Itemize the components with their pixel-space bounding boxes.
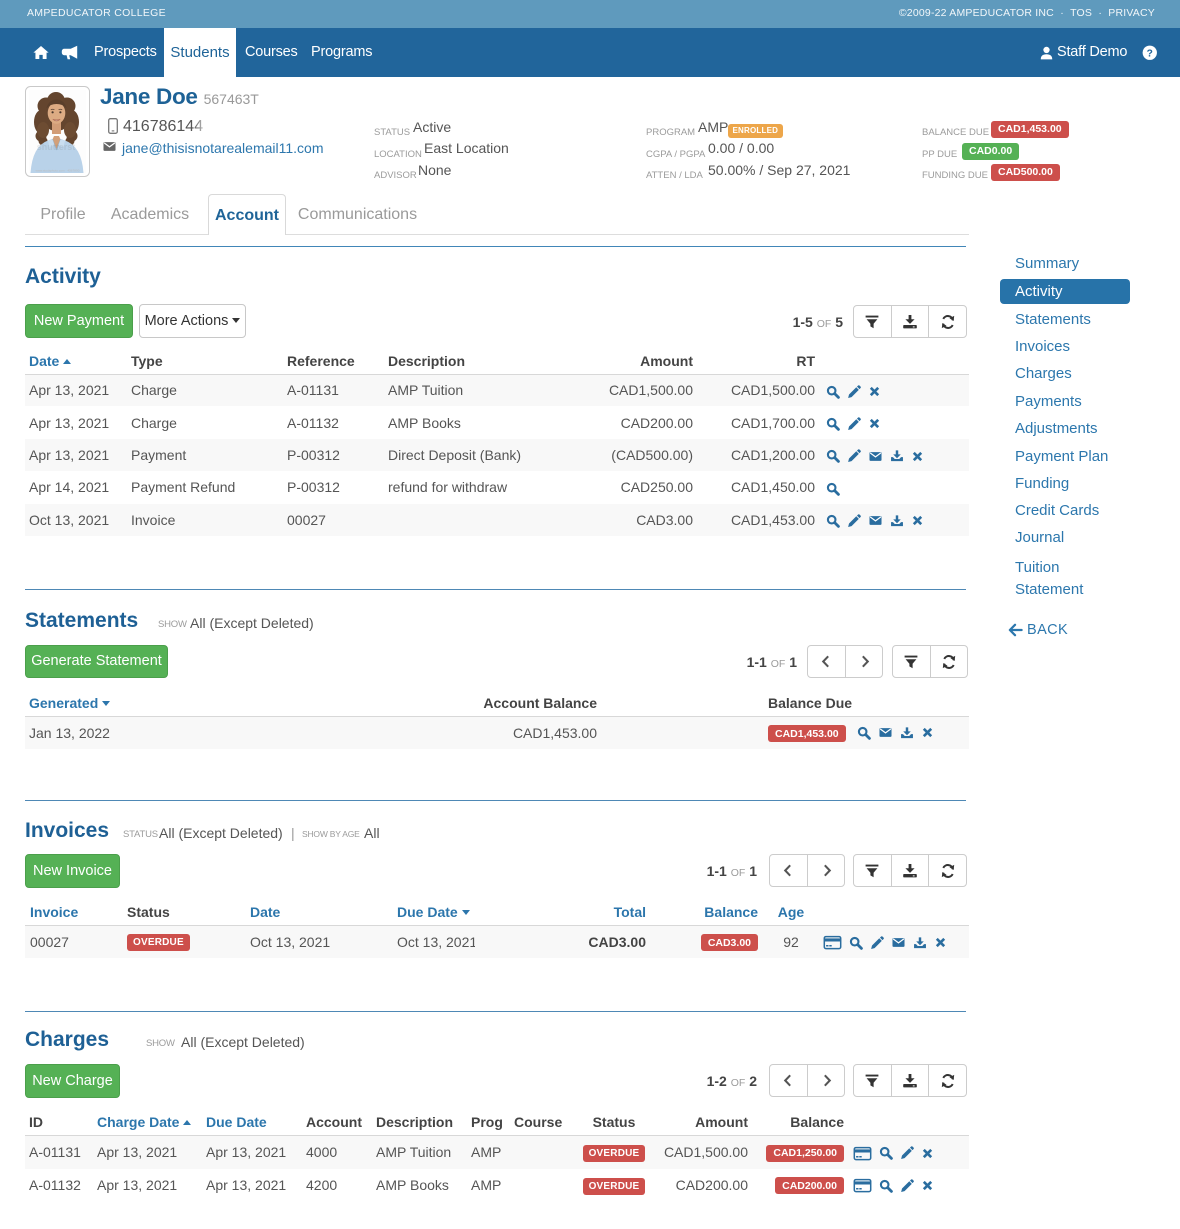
svg-text:www.stockphoto.com · 4567890: www.stockphoto.com · 4567890 [36,169,80,173]
svg-text:shutterst: shutterst [37,142,76,152]
